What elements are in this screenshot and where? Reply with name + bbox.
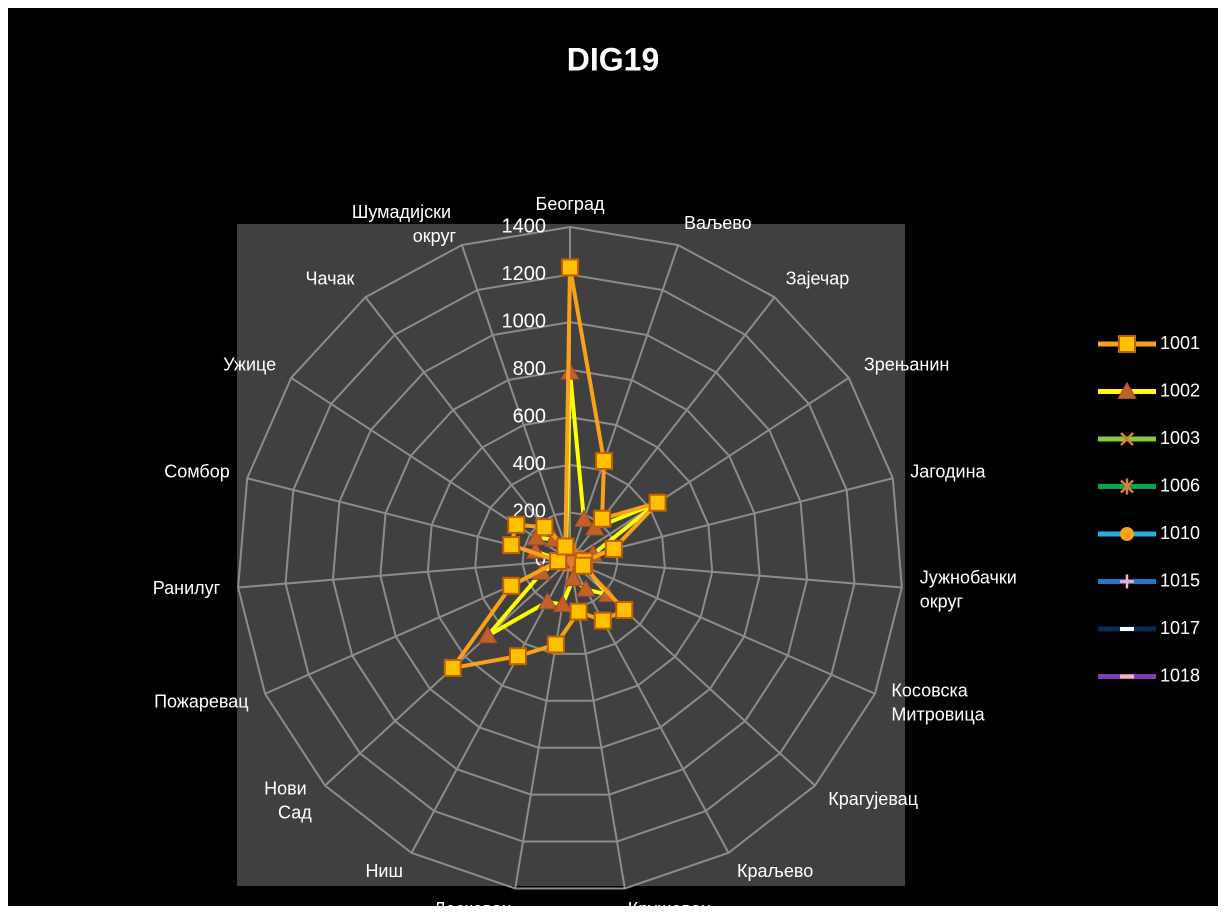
category-label: Ранилуг (153, 578, 221, 598)
marker (569, 602, 588, 621)
grid-ring (426, 416, 714, 702)
marker (1120, 478, 1134, 495)
marker (604, 539, 623, 558)
marker (594, 452, 613, 471)
legend-label: 1018 (1160, 665, 1200, 685)
spoke (569, 377, 850, 561)
y-tick-label: 1000 (502, 310, 547, 332)
y-tick-label: 600 (513, 406, 546, 428)
legend-label: 1002 (1160, 380, 1200, 400)
grid-ring (331, 321, 809, 796)
marker (556, 537, 575, 556)
spoke (238, 559, 571, 589)
marker (1120, 627, 1134, 631)
grid-ring (379, 368, 761, 749)
category-label: Чачак (306, 269, 355, 289)
category-label: Ниш (365, 861, 403, 881)
marker (502, 536, 521, 555)
grid-ring (237, 225, 903, 890)
marker (1117, 381, 1137, 399)
spoke (569, 477, 894, 561)
category-label: Ваљево (684, 213, 752, 233)
category-label: Лесковац (434, 899, 513, 914)
marker (537, 591, 558, 610)
category-label: Јагодина (910, 462, 986, 482)
marker (574, 509, 594, 528)
legend-label: 1003 (1160, 428, 1200, 448)
marker (502, 576, 521, 595)
legend-label: 1001 (1160, 333, 1200, 353)
category-label: Сомбор (164, 462, 230, 482)
category-label: Београд (536, 194, 605, 214)
y-tick-label: 0 (535, 548, 546, 570)
category-label: Шумадијски округ (352, 202, 457, 246)
category-label: Крагујевац (828, 789, 918, 809)
category-label: Пожаревац (154, 691, 249, 711)
spoke (569, 559, 902, 589)
marker (507, 515, 526, 534)
marker (593, 611, 612, 630)
marker (508, 647, 527, 666)
legend-label: 1015 (1160, 570, 1200, 590)
marker (535, 518, 554, 537)
marker (552, 594, 573, 613)
spoke (569, 244, 680, 561)
grid-ring (474, 463, 666, 655)
marker (575, 579, 596, 597)
marker (546, 635, 565, 654)
category-label: Краљево (737, 861, 813, 881)
y-tick-label: 400 (513, 453, 546, 475)
marker (615, 600, 634, 619)
marker (648, 493, 667, 512)
spoke (569, 559, 876, 695)
category-label: Крушевац (628, 899, 711, 914)
spoke (460, 244, 571, 561)
marker (1120, 574, 1134, 589)
marker (443, 658, 462, 677)
legend-label: 1010 (1160, 523, 1200, 543)
marker (593, 509, 612, 528)
marker (1120, 674, 1134, 679)
spoke (569, 559, 730, 854)
category-label: Ужице (223, 355, 276, 375)
legend-label: 1017 (1160, 618, 1200, 638)
y-tick-label: 1400 (502, 215, 547, 237)
marker (574, 556, 593, 575)
category-label: Зрењанин (864, 355, 949, 375)
marker (1120, 432, 1134, 446)
legend-label: 1006 (1160, 475, 1200, 495)
category-label: Зајечар (786, 269, 850, 289)
category-label: Косовска Митровица (891, 680, 985, 724)
y-tick-label: 800 (513, 358, 546, 380)
spoke (514, 559, 571, 889)
category-label: Нови Сад (264, 778, 312, 822)
y-tick-label: 1200 (502, 263, 547, 285)
marker (526, 527, 547, 546)
marker (563, 568, 583, 587)
grid-ring (284, 273, 856, 843)
marker (1120, 527, 1134, 541)
spoke (364, 296, 571, 561)
marker (477, 625, 498, 644)
marker (1118, 335, 1136, 353)
chart-title: DIG19 (567, 41, 659, 77)
marker (561, 258, 579, 277)
category-label: Јужнобачки округ (920, 567, 1022, 611)
